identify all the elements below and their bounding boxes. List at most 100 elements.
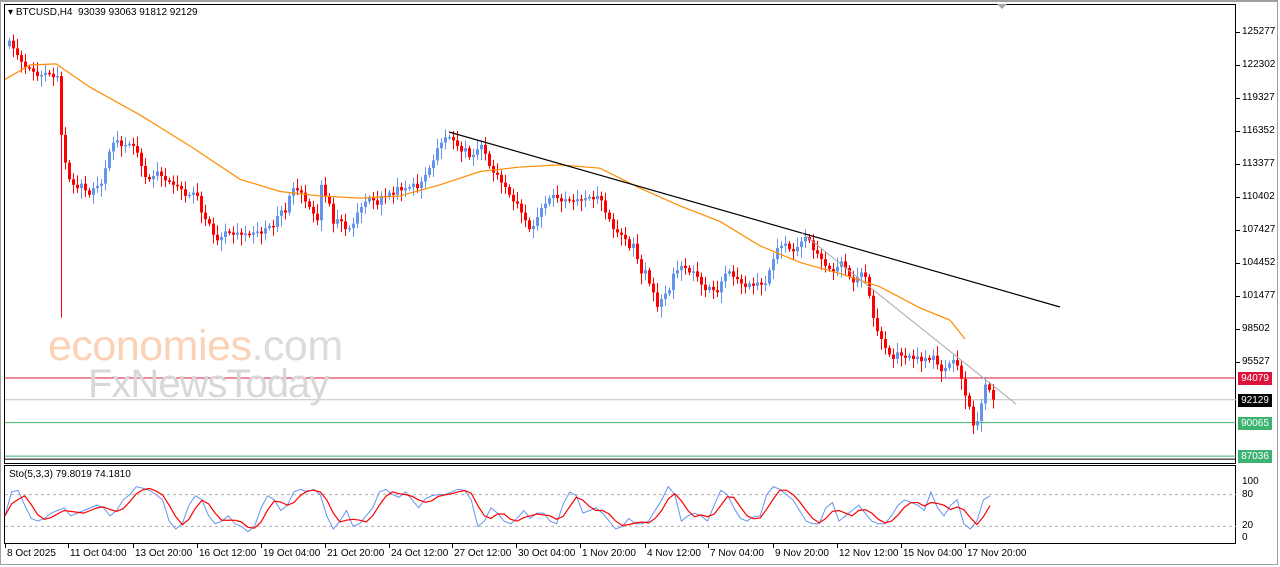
candlestick — [560, 193, 563, 213]
candlestick — [904, 347, 907, 365]
candlestick — [532, 219, 535, 238]
watermark-fxnewstoday: FxNewsToday — [88, 362, 329, 406]
candlestick — [924, 350, 927, 368]
candlestick — [344, 213, 347, 236]
candlestick — [360, 202, 363, 224]
chart-title: ▾ BTCUSD,H4 93039 93063 91812 92129 — [8, 7, 198, 18]
candlestick — [892, 348, 895, 368]
candlestick — [356, 203, 359, 229]
chart-shift-marker-icon[interactable] — [997, 4, 1007, 9]
candlestick — [72, 173, 75, 194]
candlestick — [88, 187, 91, 198]
stochastic-main-line — [4, 485, 991, 533]
time-tick — [516, 544, 517, 548]
candlestick — [680, 261, 683, 281]
candlestick — [320, 180, 323, 232]
candlestick — [220, 232, 223, 252]
price-tick — [1236, 263, 1240, 264]
candlestick — [428, 165, 431, 178]
candlestick — [968, 392, 971, 410]
candlestick — [624, 226, 627, 246]
main-price-pane[interactable] — [4, 4, 1236, 464]
candlestick — [172, 175, 175, 194]
candlestick — [628, 236, 631, 251]
candlestick — [260, 226, 263, 245]
time-label: 7 Nov 04:00 — [710, 548, 764, 559]
trendline-major[interactable] — [448, 131, 1061, 308]
candlestick — [236, 223, 239, 240]
candlestick — [400, 182, 403, 202]
candlestick — [748, 280, 751, 290]
candlestick — [480, 140, 483, 161]
candlestick — [492, 159, 495, 182]
candlestick — [304, 184, 307, 209]
price-tick — [1236, 362, 1240, 363]
candlestick — [876, 308, 879, 337]
candlestick — [432, 154, 435, 177]
candlestick — [584, 190, 587, 208]
price-label: 101477 — [1242, 290, 1276, 301]
trendline-minor[interactable] — [801, 232, 1017, 405]
stochastic-level-label: 100 — [1242, 476, 1259, 487]
candlestick — [960, 361, 963, 390]
price-label: 116352 — [1242, 125, 1275, 136]
candlestick — [592, 190, 595, 209]
candlestick — [528, 217, 531, 232]
candlestick — [336, 209, 339, 229]
candlestick — [20, 50, 23, 73]
candlestick — [16, 38, 19, 60]
candlestick — [612, 213, 615, 238]
candlestick — [752, 277, 755, 295]
stochastic-title: Sto(5,3,3) 79.8019 74.1810 — [9, 469, 131, 480]
candlestick — [620, 228, 623, 246]
price-tick — [1236, 65, 1240, 66]
candlestick — [204, 204, 207, 226]
candlestick — [780, 241, 783, 259]
candlestick — [132, 137, 135, 155]
time-tick — [452, 544, 453, 548]
price-label: 104452 — [1242, 257, 1276, 268]
candlestick — [668, 287, 671, 297]
candlestick — [408, 184, 411, 191]
candlestick — [656, 282, 659, 312]
candlestick — [232, 226, 235, 244]
candlestick — [608, 209, 611, 222]
price-label: 98502 — [1242, 323, 1270, 334]
time-label: 17 Nov 20:00 — [967, 548, 1027, 559]
candlestick — [188, 192, 191, 199]
candlestick — [272, 219, 275, 236]
candlestick — [44, 65, 47, 82]
candlestick — [812, 234, 815, 260]
candlestick — [984, 376, 987, 411]
time-tick — [261, 544, 262, 548]
candlestick — [368, 195, 371, 205]
price-tick — [1236, 164, 1240, 165]
candlestick — [884, 331, 887, 355]
time-tick — [645, 544, 646, 548]
candlestick — [596, 186, 599, 205]
candlestick — [148, 174, 151, 183]
time-tick — [901, 544, 902, 548]
candlestick — [212, 217, 215, 244]
candlestick — [252, 226, 255, 244]
candlestick — [100, 179, 103, 197]
candlestick — [760, 277, 763, 296]
collapse-arrow-icon[interactable]: ▾ — [8, 7, 16, 18]
candlestick — [672, 267, 675, 299]
candlestick — [720, 276, 723, 304]
candlestick — [916, 347, 919, 364]
candlestick — [936, 346, 939, 370]
candlestick — [900, 347, 903, 367]
candlestick — [92, 182, 95, 204]
candlestick — [484, 137, 487, 161]
price-label: 110402 — [1242, 191, 1275, 202]
price-label: 119327 — [1242, 92, 1275, 103]
time-tick — [68, 544, 69, 548]
price-label: 125277 — [1242, 26, 1276, 37]
candlestick — [464, 140, 467, 159]
candlestick — [792, 243, 795, 261]
candlestick — [660, 294, 663, 318]
candlestick — [472, 148, 475, 166]
candlestick — [692, 265, 695, 282]
candlestick — [280, 205, 283, 227]
